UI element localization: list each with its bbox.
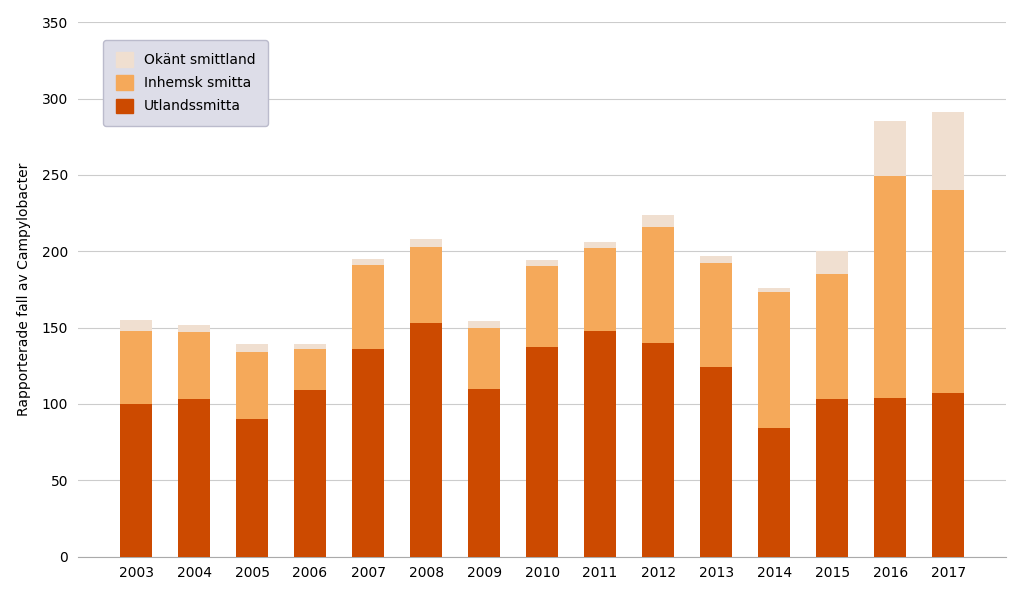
Bar [294, 390, 326, 556]
Bar [584, 331, 616, 556]
Bar [816, 399, 848, 556]
Bar [120, 331, 152, 404]
Bar [410, 239, 442, 247]
Bar [642, 214, 674, 227]
Bar [932, 112, 964, 190]
Bar [469, 328, 500, 389]
Bar [932, 190, 964, 393]
Bar [700, 263, 732, 367]
Bar [700, 256, 732, 263]
Bar [410, 323, 442, 556]
Bar [875, 398, 906, 556]
Bar [584, 248, 616, 331]
Bar [236, 344, 268, 352]
Bar [352, 349, 384, 556]
Bar [700, 367, 732, 556]
Bar [584, 242, 616, 248]
Bar [875, 121, 906, 176]
Bar [816, 274, 848, 399]
Bar [526, 347, 559, 556]
Y-axis label: Rapporterade fall av Campylobacter: Rapporterade fall av Campylobacter [16, 163, 31, 416]
Bar [352, 265, 384, 349]
Bar [178, 399, 210, 556]
Legend: Okänt smittland, Inhemsk smitta, Utlandssmitta: Okänt smittland, Inhemsk smitta, Utlands… [103, 40, 268, 126]
Bar [816, 251, 848, 274]
Bar [642, 227, 674, 343]
Bar [469, 389, 500, 556]
Bar [642, 343, 674, 556]
Bar [178, 325, 210, 332]
Bar [120, 404, 152, 556]
Bar [758, 293, 790, 428]
Bar [236, 419, 268, 556]
Bar [526, 266, 559, 347]
Bar [932, 393, 964, 556]
Bar [410, 247, 442, 323]
Bar [875, 176, 906, 398]
Bar [758, 428, 790, 556]
Bar [178, 332, 210, 399]
Bar [294, 344, 326, 349]
Bar [526, 260, 559, 266]
Bar [758, 288, 790, 293]
Bar [236, 352, 268, 419]
Bar [120, 320, 152, 331]
Bar [352, 259, 384, 265]
Bar [469, 321, 500, 328]
Bar [294, 349, 326, 390]
